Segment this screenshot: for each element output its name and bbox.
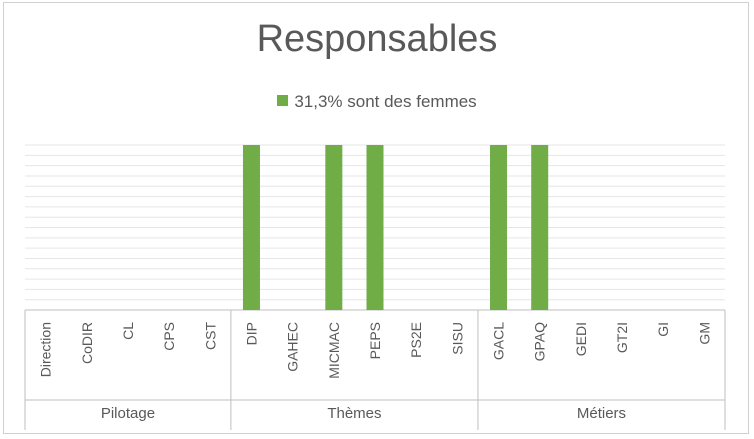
category-tick-label: Direction — [38, 322, 54, 377]
axes — [24, 309, 726, 430]
category-tick-label: GI — [655, 322, 671, 337]
group-label: Métiers — [577, 405, 626, 422]
group-labels: Pilotage Thèmes Métiers — [101, 405, 626, 422]
legend-swatch — [277, 95, 289, 107]
chart-legend: 31,3% sont des femmes — [0, 92, 754, 112]
category-tick-label: MICMAC — [326, 322, 342, 379]
category-tick-label: SISU — [449, 322, 465, 355]
category-tick-label: CPS — [161, 322, 177, 351]
category-tick-label: GPAQ — [532, 322, 548, 362]
bars — [242, 145, 549, 310]
category-tick-label: PS2E — [408, 322, 424, 358]
bar — [325, 145, 343, 310]
category-tick-label: GEDI — [573, 322, 589, 356]
group-label: Pilotage — [101, 405, 155, 422]
group-label: Thèmes — [327, 405, 381, 422]
legend-label: 31,3% sont des femmes — [294, 92, 477, 111]
category-tick-label: CoDIR — [79, 322, 95, 364]
category-tick-label: GT2I — [614, 322, 630, 353]
bar — [366, 145, 384, 310]
category-tick-label: PEPS — [367, 322, 383, 359]
category-tick-label: DIP — [243, 322, 259, 345]
category-tick-label: CL — [120, 322, 136, 340]
bar — [242, 145, 260, 310]
category-tick-label: GM — [696, 322, 712, 345]
bar — [490, 145, 508, 310]
chart-title: Responsables — [256, 18, 498, 60]
category-tick-label: CST — [202, 322, 218, 350]
tick-labels: Direction CoDIR CL CPS CST DIP GAHEC MICMAC PEPS… — [38, 322, 713, 379]
category-tick-label: GACL — [491, 322, 507, 360]
category-tick-label: GAHEC — [285, 322, 301, 372]
bar — [531, 145, 549, 310]
